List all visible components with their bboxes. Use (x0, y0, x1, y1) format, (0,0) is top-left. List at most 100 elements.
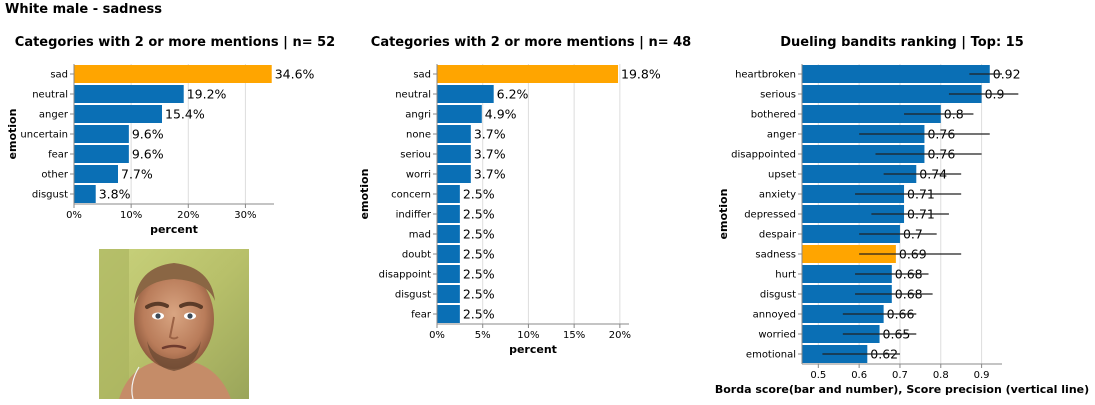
x-axis-label: percent (509, 343, 557, 356)
y-axis-label: emotion (358, 169, 371, 220)
category-label: sad (50, 70, 68, 81)
value-label: 2.5% (463, 247, 495, 262)
x-tick-label: 0.6 (851, 370, 867, 381)
value-label: 4.9% (485, 107, 517, 122)
category-label: worri (406, 170, 431, 181)
category-label: depressed (744, 210, 796, 221)
bar-indiffer (437, 205, 460, 223)
bar-neutral (74, 85, 184, 103)
category-label: anger (39, 110, 69, 121)
category-label: mad (409, 230, 431, 241)
bar-disappointed (802, 145, 925, 163)
value-label: 6.2% (497, 87, 529, 102)
bar-fear (74, 145, 129, 163)
bar-annoyed (802, 305, 884, 323)
chart-1: Categories with 2 or more mentions | n= … (6, 35, 335, 236)
chart-2: Categories with 2 or more mentions | n= … (358, 35, 691, 356)
chart-title: Dueling bandits ranking | Top: 15 (780, 35, 1024, 50)
bar-none (437, 125, 471, 143)
x-tick-label: 0.8 (933, 370, 949, 381)
x-tick-label: 20% (609, 330, 631, 341)
x-tick-label: 5% (475, 330, 491, 341)
category-label: fear (48, 150, 69, 161)
bar-disappoint (437, 265, 460, 283)
bar-angri (437, 105, 482, 123)
value-label: 19.8% (621, 67, 661, 82)
x-tick-label: 0.9 (974, 370, 990, 381)
category-label: angri (405, 110, 431, 121)
x-tick-label: 0.7 (892, 370, 908, 381)
bar-mad (437, 225, 460, 243)
bar-sadness (802, 245, 896, 263)
bar-upset (802, 165, 917, 183)
chart-title: Categories with 2 or more mentions | n= … (15, 35, 335, 50)
category-label: disgust (32, 190, 68, 201)
x-axis-label: percent (150, 223, 198, 236)
y-axis-label: emotion (717, 189, 730, 240)
bar-neutral (437, 85, 494, 103)
x-tick-label: 0% (429, 330, 445, 341)
value-label: 0.92 (993, 67, 1021, 82)
bar-worried (802, 325, 880, 343)
category-label: bothered (751, 110, 796, 121)
value-label: 2.5% (463, 287, 495, 302)
category-label: seriou (400, 150, 431, 161)
category-label: disgust (760, 290, 796, 301)
category-label: none (406, 130, 431, 141)
x-tick-label: 15% (563, 330, 585, 341)
value-label: 2.5% (463, 227, 495, 242)
category-label: anxiety (759, 190, 796, 201)
bar-despair (802, 225, 900, 243)
category-label: sad (413, 70, 431, 81)
face-photo (99, 249, 249, 399)
page-title: White male - sadness (5, 2, 163, 17)
value-label: 3.7% (474, 147, 506, 162)
category-label: upset (768, 170, 796, 181)
category-label: fear (411, 310, 432, 321)
value-label: 34.6% (275, 67, 315, 82)
bar-depressed (802, 205, 905, 223)
bar-disgust (802, 285, 892, 303)
category-label: neutral (395, 90, 431, 101)
value-label: 2.5% (463, 267, 495, 282)
value-label: 2.5% (463, 307, 495, 322)
bar-heartbroken (802, 65, 990, 83)
bar-seriou (437, 145, 471, 163)
bar-concern (437, 185, 460, 203)
value-label: 2.5% (463, 187, 495, 202)
category-label: disappoint (379, 270, 431, 281)
x-axis-label: Borda score(bar and number), Score preci… (715, 383, 1089, 396)
x-tick-label: 20% (177, 210, 199, 221)
category-label: hurt (775, 270, 796, 281)
category-label: annoyed (753, 310, 796, 321)
x-tick-label: 30% (234, 210, 256, 221)
bar-worri (437, 165, 471, 183)
value-label: 7.7% (121, 167, 153, 182)
y-axis-label: emotion (6, 109, 19, 160)
bar-anxiety (802, 185, 905, 203)
category-label: serious (760, 90, 796, 101)
value-label: 3.7% (474, 127, 506, 142)
chart-title: Categories with 2 or more mentions | n= … (371, 35, 691, 50)
category-label: indiffer (396, 210, 432, 221)
bar-uncertain (74, 125, 129, 143)
bar-sad (437, 65, 619, 83)
category-label: neutral (32, 90, 68, 101)
category-label: doubt (402, 250, 431, 261)
bar-other (74, 165, 118, 183)
bar-sad (74, 65, 272, 83)
bar-anger (74, 105, 162, 123)
bar-bothered (802, 105, 941, 123)
bar-serious (802, 85, 982, 103)
value-label: 9.6% (132, 147, 164, 162)
bar-doubt (437, 245, 460, 263)
category-label: worried (758, 330, 796, 341)
value-label: 9.6% (132, 127, 164, 142)
bar-hurt (802, 265, 892, 283)
value-label: 15.4% (165, 107, 205, 122)
value-label: 3.7% (474, 167, 506, 182)
category-label: concern (391, 190, 431, 201)
x-tick-label: 0.5 (810, 370, 826, 381)
value-label: 19.2% (187, 87, 227, 102)
